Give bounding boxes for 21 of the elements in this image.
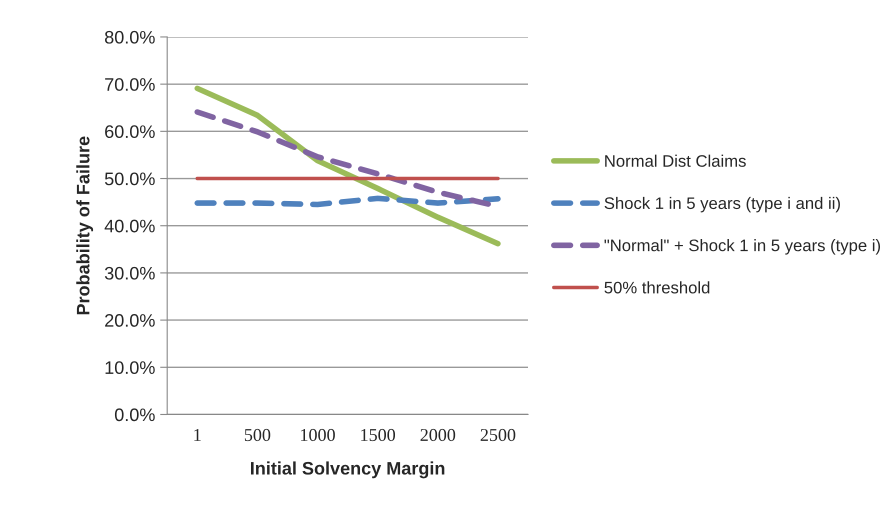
legend-label: "Normal" + Shock 1 in 5 years (type i) (604, 239, 880, 255)
y-tick-label: 40.0% (104, 220, 155, 232)
y-tick-label: 50.0% (104, 172, 155, 186)
x-tick-label: 500 (244, 428, 270, 442)
x-axis-title: Initial Solvency Margin (250, 461, 444, 478)
x-tick-label: 2000 (420, 428, 456, 442)
legend-label: Shock 1 in 5 years (type i and ii) (604, 196, 840, 212)
y-tick-label: 30.0% (104, 266, 155, 280)
legend-label: 50% threshold (604, 281, 710, 294)
y-tick-label: 60.0% (105, 125, 155, 138)
y-tick-label: 10.0% (106, 361, 155, 374)
y-tick-label: 20.0% (105, 314, 155, 327)
y-tick-label: 70.0% (105, 78, 155, 91)
y-tick-label: 80.0% (104, 30, 155, 44)
legend-label: Normal Dist Claims (605, 154, 746, 167)
x-tick-label: 1 (194, 428, 201, 441)
y-tick-label: 0.0% (114, 408, 155, 422)
x-tick-label: 2500 (480, 428, 516, 442)
x-tick-label: 1000 (301, 428, 335, 442)
y-axis-title: Probability of Failure (76, 136, 94, 314)
x-tick-label: 1500 (361, 428, 396, 442)
